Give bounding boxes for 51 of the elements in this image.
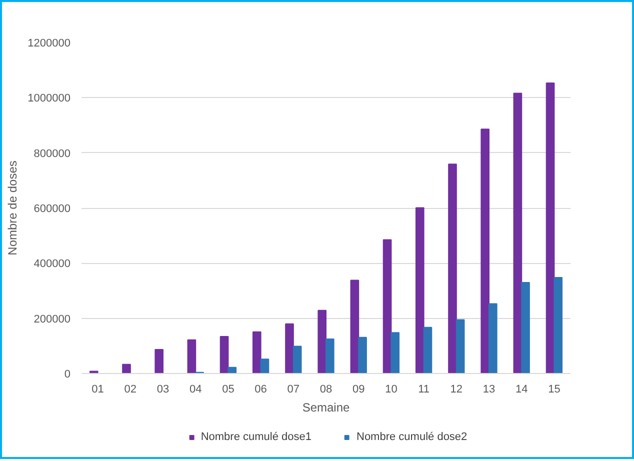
- x-tick-label: 12: [450, 384, 463, 396]
- x-tick-label: 10: [385, 384, 398, 396]
- y-tick-label: 1000000: [28, 92, 71, 105]
- y-tick-label: 600000: [34, 203, 71, 215]
- x-tick-label: 15: [548, 384, 560, 396]
- x-axis-title: Semaine: [302, 400, 350, 414]
- bar: [358, 336, 367, 374]
- legend-label: Nombre cumulé dose1: [200, 431, 312, 443]
- bar: [252, 331, 262, 374]
- bar: [350, 280, 360, 374]
- x-tick-label: 06: [254, 384, 267, 396]
- bar: [382, 239, 392, 374]
- bar: [187, 339, 196, 374]
- bar: [448, 164, 457, 374]
- x-tick-label: 07: [287, 384, 300, 396]
- y-tick-label: 400000: [34, 258, 71, 270]
- y-tick-label: 0: [64, 368, 71, 380]
- bar: [260, 358, 270, 374]
- bar: [456, 319, 465, 374]
- y-axis-title: Nombre de doses: [6, 160, 20, 256]
- x-tick-label: 01: [92, 384, 104, 396]
- bar: [423, 326, 432, 374]
- bar: [154, 349, 164, 374]
- bar: [326, 338, 334, 374]
- bar: [318, 310, 326, 374]
- bar: [513, 92, 522, 374]
- y-tick-label: 200000: [34, 313, 71, 326]
- x-tick-label: 09: [352, 384, 365, 396]
- y-tick-label: 800000: [34, 148, 71, 160]
- bar: [228, 366, 237, 374]
- bar: [122, 364, 131, 374]
- bar: [480, 128, 490, 374]
- x-tick-label: 04: [189, 384, 202, 396]
- x-tick-label: 02: [124, 384, 137, 396]
- legend-label: Nombre cumulé dose2: [356, 431, 468, 443]
- bar: [220, 336, 229, 374]
- bar: [415, 207, 424, 374]
- bar: [390, 332, 400, 374]
- bar: [292, 346, 302, 374]
- x-tick-label: 11: [418, 384, 430, 396]
- bar: [285, 323, 294, 374]
- bar: [554, 277, 563, 374]
- x-tick-label: 13: [482, 384, 496, 396]
- x-tick-label: 08: [320, 384, 332, 396]
- bar: [546, 82, 555, 374]
- x-tick-label: 05: [222, 384, 234, 396]
- y-tick-label: 1200000: [28, 38, 71, 50]
- bar: [521, 282, 530, 374]
- bar: [488, 303, 498, 374]
- x-tick-label: 14: [515, 384, 528, 396]
- x-tick-label: 03: [156, 384, 170, 396]
